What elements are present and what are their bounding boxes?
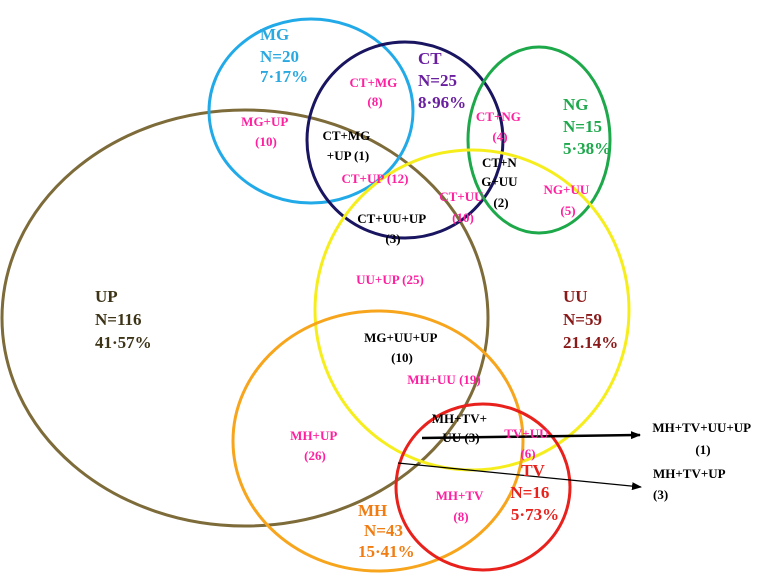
overlap-ct-uu: CT+UU (10) [439,189,487,225]
overlap-mg-up: MG+UP (10) [241,114,291,149]
overlap-ct-mg: CT+MG (8) [349,75,400,109]
overlap-mh-up: MH+UP (26) [290,428,340,463]
overlap-mh-tv-uu: MH+TV+ UU (3) [432,411,491,445]
arrow-mh-tv-up [397,462,642,491]
mg-circle [207,17,415,205]
ct-set-label: CT N=25 8·96% [418,49,466,112]
mh-set-label: MH N=43 15·41% [358,501,415,561]
tv-set-label: TV N=16 5·73% [510,461,559,524]
tv-circle [394,402,572,572]
overlap-mg-uu-up: MG+UU+UP (10) [364,330,440,365]
overlap-ct-ng-uu: CT+N G+UU (2) [481,155,521,210]
ng-circle [466,45,612,235]
overlap-mh-tv-uu-up: MH+TV+UU+UP (1) [652,420,753,457]
up-set-label: UP N=116 41·57% [95,287,152,352]
overlap-uu-up: UU+UP (25) [356,272,424,287]
overlap-ct-mg-up: CT+MG +UP (1) [322,128,373,163]
overlap-ct-ng: CT+NG (4) [476,109,524,144]
overlap-tv-uu: TV+UU (6) [504,426,552,461]
mg-set-label: MG N=20 7·17% [260,25,308,86]
overlap-mh-uu: MH+UU (19) [407,372,480,387]
overlap-ct-up: CT+UP (12) [342,171,409,186]
ng-set-label: NG N=15 5·38% [563,95,611,158]
overlap-mh-tv: MH+TV (8) [436,488,487,524]
up-circle [0,108,490,528]
uu-set-label: UU N=59 21.14% [563,287,618,352]
overlap-mh-tv-up: MH+TV+UP (3) [653,466,728,502]
overlap-ct-uu-up: CT+UU+UP (3) [357,211,429,246]
mh-circle [231,309,525,573]
arrow-mh-tv-uu-up [421,431,641,440]
ct-circle [305,40,505,240]
overlap-ng-uu: NG+UU (5) [544,182,593,218]
